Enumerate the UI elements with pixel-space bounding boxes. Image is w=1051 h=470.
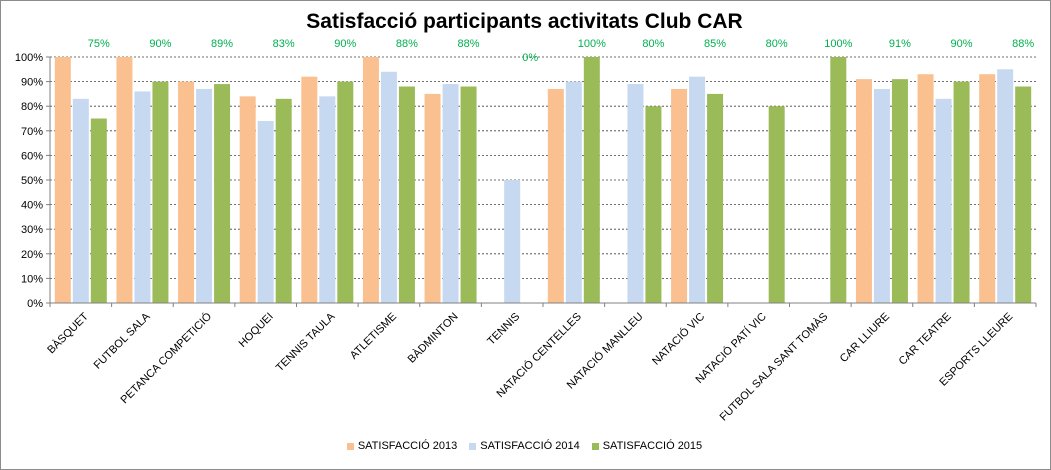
data-label: 80% bbox=[642, 38, 664, 50]
bar bbox=[257, 120, 274, 304]
bar bbox=[953, 81, 970, 303]
chart-title: Satisfacció participants activitats Club… bbox=[306, 10, 743, 33]
bar bbox=[504, 180, 521, 303]
x-tick-label: CAR TEATRE bbox=[897, 311, 954, 368]
x-tick-label: ATLETISME bbox=[348, 311, 399, 362]
data-label: 90% bbox=[149, 38, 171, 50]
data-label: 88% bbox=[396, 38, 418, 50]
bar bbox=[627, 84, 644, 303]
bar bbox=[72, 98, 89, 303]
bar bbox=[873, 88, 890, 303]
y-tick-label: 40% bbox=[21, 200, 43, 212]
data-label: 83% bbox=[273, 38, 295, 50]
legend-item: SATISFACCIÓ 2014 bbox=[469, 440, 580, 452]
data-label: 91% bbox=[889, 38, 911, 50]
bar bbox=[917, 74, 934, 303]
bar bbox=[671, 88, 688, 303]
bar bbox=[90, 118, 107, 303]
data-label: 100% bbox=[824, 38, 852, 50]
y-axis-ticks: 0% 10% 20% 30% 40% 50% 60% 70% 80% 90% 100% bbox=[15, 52, 43, 310]
data-label: 85% bbox=[704, 38, 726, 50]
legend-swatch bbox=[591, 442, 599, 450]
y-tick-label: 90% bbox=[21, 77, 43, 89]
x-tick-label: TENNIS TAULA bbox=[274, 310, 338, 374]
bar bbox=[547, 88, 564, 303]
y-tick-label: 80% bbox=[21, 101, 43, 113]
legend-item: SATISFACCIÓ 2013 bbox=[346, 440, 458, 452]
bar bbox=[380, 71, 397, 303]
bar bbox=[116, 57, 133, 303]
bar bbox=[979, 74, 996, 303]
data-label: 90% bbox=[334, 38, 356, 50]
data-label: 0% bbox=[522, 52, 538, 64]
y-tick-label: 10% bbox=[21, 273, 43, 285]
x-tick-label: NATACIÓ VIC bbox=[649, 310, 707, 368]
data-label: 88% bbox=[458, 38, 480, 50]
bar bbox=[689, 76, 706, 304]
bar bbox=[768, 106, 785, 303]
bar bbox=[239, 96, 256, 303]
data-label: 75% bbox=[88, 38, 110, 50]
bar bbox=[196, 88, 213, 303]
bar bbox=[830, 57, 847, 303]
bar bbox=[134, 91, 151, 303]
y-tick-label: 70% bbox=[21, 126, 43, 138]
axes bbox=[46, 56, 1037, 307]
x-tick-label: BÀSQUET bbox=[45, 310, 92, 357]
y-tick-label: 20% bbox=[21, 249, 43, 261]
x-tick-label: BÀDMINTON bbox=[405, 310, 461, 366]
bar bbox=[54, 57, 71, 303]
bar bbox=[301, 76, 318, 304]
data-label: 89% bbox=[211, 38, 233, 50]
bar bbox=[645, 106, 662, 303]
bar bbox=[362, 57, 379, 303]
bar bbox=[442, 84, 459, 303]
bar bbox=[152, 81, 169, 303]
legend-label: SATISFACCIÓ 2013 bbox=[357, 440, 458, 452]
bar bbox=[583, 57, 600, 303]
y-tick-label: 50% bbox=[21, 175, 43, 187]
legend-label: SATISFACCIÓ 2015 bbox=[602, 440, 703, 452]
bar bbox=[891, 79, 908, 303]
data-label: 88% bbox=[1012, 38, 1034, 50]
y-tick-label: 100% bbox=[15, 52, 43, 64]
data-label: 80% bbox=[766, 38, 788, 50]
legend-item: SATISFACCIÓ 2015 bbox=[591, 440, 703, 452]
y-tick-label: 30% bbox=[21, 224, 43, 236]
bar bbox=[565, 81, 582, 303]
bar bbox=[997, 69, 1014, 303]
legend-swatch bbox=[469, 442, 477, 450]
bar bbox=[398, 86, 415, 304]
y-tick-label: 60% bbox=[21, 150, 43, 162]
data-label: 100% bbox=[578, 38, 606, 50]
x-tick-label: TENNIS bbox=[485, 311, 522, 348]
x-tick-label: FUTBOL SALA SANT TOMÀS bbox=[717, 310, 831, 424]
legend: SATISFACCIÓ 2013 SATISFACCIÓ 2014 SATISFAC… bbox=[0, 440, 1049, 452]
bar bbox=[319, 96, 336, 303]
y-tick-label: 0% bbox=[27, 298, 43, 310]
data-labels: 75% 90% 89% 83% 90% 88% 88% 0% 100% 80% 85% 80% 100%… bbox=[88, 38, 1035, 64]
bars bbox=[54, 57, 1032, 304]
bar bbox=[337, 81, 354, 303]
bar bbox=[178, 81, 195, 303]
bar-chart: 0% 10% 20% 30% 40% 50% 60% 70% 80% 90% 100% 75% 90%… bbox=[15, 38, 1037, 424]
legend-swatch bbox=[346, 442, 354, 450]
bar bbox=[1015, 86, 1032, 304]
x-tick-label: FUTBOL SALA bbox=[92, 310, 153, 371]
x-tick-label: HOQUEI bbox=[237, 311, 276, 350]
bar bbox=[275, 98, 292, 303]
x-tick-label: CAR LLIURE bbox=[838, 311, 892, 365]
bar bbox=[935, 98, 952, 303]
bar bbox=[855, 79, 872, 303]
bar bbox=[214, 84, 231, 303]
bar bbox=[424, 93, 441, 304]
data-label: 90% bbox=[951, 38, 973, 50]
bar bbox=[707, 93, 724, 304]
legend-label: SATISFACCIÓ 2014 bbox=[480, 440, 580, 452]
bar bbox=[460, 86, 477, 304]
